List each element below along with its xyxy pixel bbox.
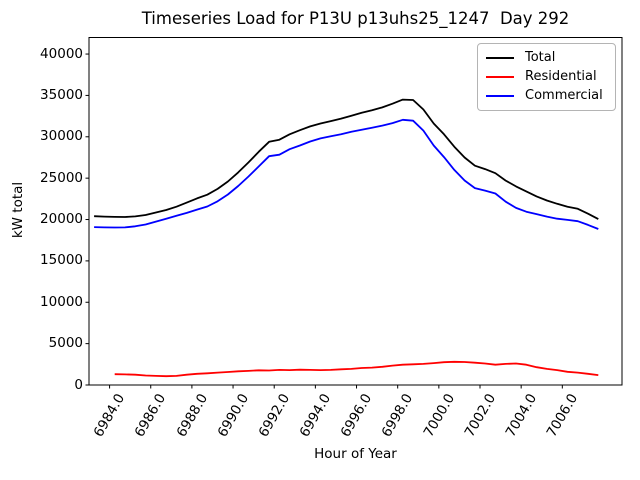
axes-frame <box>88 37 623 386</box>
residential-line-icon <box>486 76 514 78</box>
y-tick-label: 20000 <box>40 211 83 228</box>
commercial-line-icon <box>486 95 514 97</box>
y-tick-label: 25000 <box>40 169 83 186</box>
y-tick-label: 15000 <box>40 252 83 269</box>
y-tick-label: 0 <box>74 376 83 393</box>
y-tick-label: 5000 <box>48 335 83 352</box>
legend-item-residential: Residential <box>486 69 607 85</box>
legend-label-commercial: Commercial <box>525 88 603 103</box>
total-line <box>94 98 599 220</box>
legend-label-residential: Residential <box>525 69 597 84</box>
legend: Total Residential Commercial <box>477 43 616 111</box>
y-tick-label: 40000 <box>40 45 83 62</box>
legend-label-total: Total <box>525 50 556 65</box>
legend-item-commercial: Commercial <box>486 88 607 104</box>
y-tick-label: 10000 <box>40 293 83 310</box>
y-tick-label: 30000 <box>40 128 83 145</box>
total-line-icon <box>486 57 514 59</box>
commercial-line <box>94 118 599 230</box>
y-axis-label: kW total <box>10 181 26 239</box>
residential-line <box>114 360 599 378</box>
x-axis-label: Hour of Year <box>314 446 397 462</box>
legend-item-total: Total <box>486 50 607 66</box>
y-tick-label: 35000 <box>40 86 83 103</box>
chart-title: Timeseries Load for P13U p13uhs25_1247 D… <box>141 9 570 28</box>
